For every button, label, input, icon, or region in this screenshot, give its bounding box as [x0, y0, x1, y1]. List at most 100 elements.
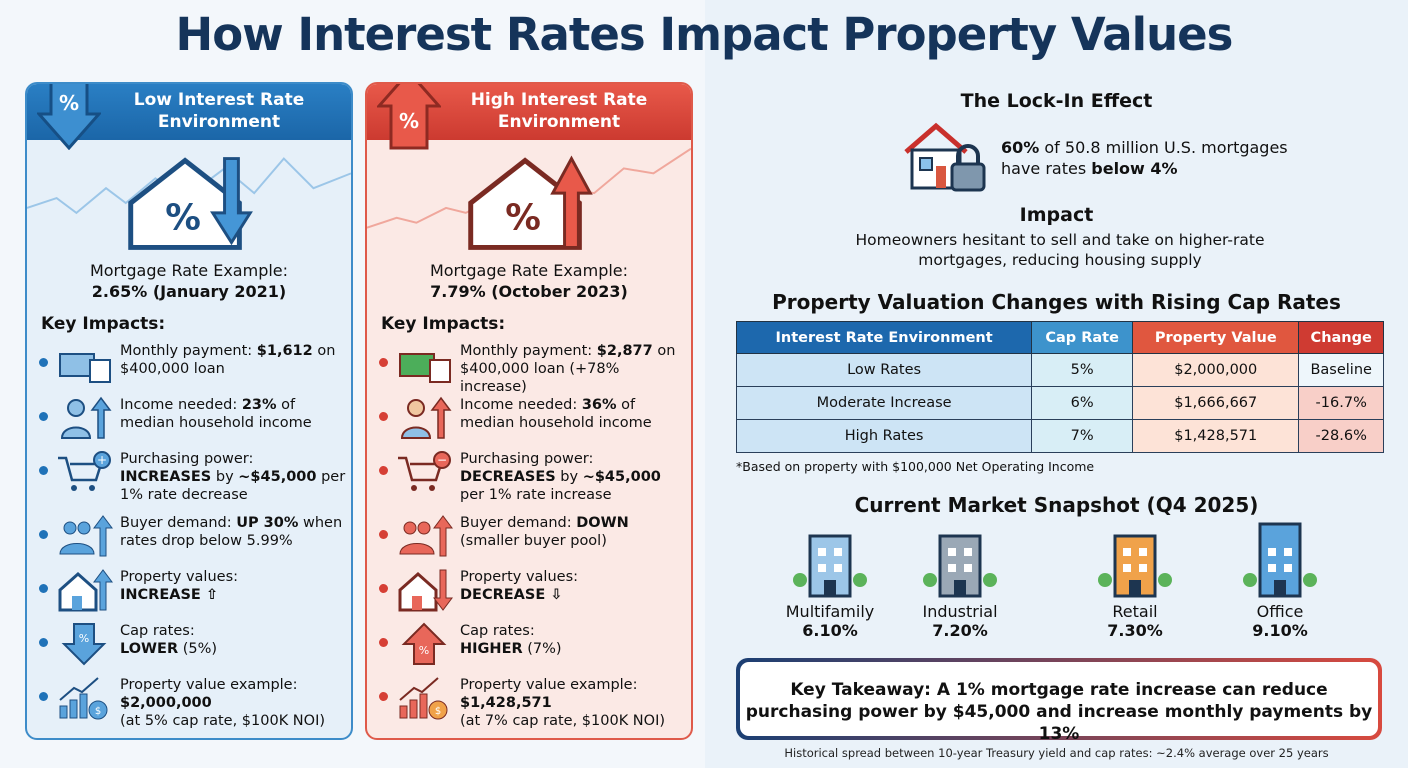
- table-cell: $2,000,000: [1132, 353, 1300, 387]
- table-cell: -28.6%: [1298, 419, 1384, 453]
- svg-text:%: %: [59, 91, 79, 115]
- impact-label: Cap rates:: [120, 623, 195, 639]
- impact-label: Purchasing power:: [120, 451, 254, 467]
- snapshot-title: Current Market Snapshot (Q4 2025): [854, 493, 1259, 517]
- bullet-dot: [39, 584, 48, 593]
- impact-value: $1,428,571: [460, 695, 552, 711]
- impact-text: Income needed: 23% of median household i…: [120, 396, 349, 432]
- impact-label: Property values:: [460, 569, 579, 585]
- impact-text: Monthly payment: $1,612 on $400,000 loan: [120, 342, 349, 378]
- property-type: Retail: [1112, 602, 1158, 621]
- property-type: Multifamily: [785, 602, 875, 621]
- bullet-dot: [379, 692, 388, 701]
- bullet-dot: [39, 358, 48, 367]
- impact-detail: (at 7% cap rate, $100K NOI): [460, 713, 666, 729]
- house-down-arrow-icon: [398, 569, 453, 612]
- impact-detail: on $400,000 loan (+78% increase): [460, 343, 676, 395]
- property-type: Industrial: [922, 602, 998, 621]
- column-header: Change: [1298, 321, 1384, 354]
- snapshot-item: Multifamily 6.10%: [770, 520, 890, 640]
- svg-text:−: −: [437, 453, 447, 467]
- high-rate-panel: % High Interest Rate Environment % Mortg…: [365, 82, 693, 740]
- key-takeaway-box: Key Takeaway: A 1% mortgage rate increas…: [736, 658, 1382, 744]
- group-down-arrow-icon: [399, 515, 453, 557]
- house-percent-down-icon: %: [27, 157, 351, 250]
- house-up-arrow-icon: [58, 569, 113, 612]
- table-row: Moderate Increase 6% $1,666,667 -16.7%: [735, 386, 1384, 420]
- svg-text:%: %: [419, 644, 429, 657]
- house-lock-icon: [904, 122, 986, 192]
- key-takeaway-text: Key Takeaway: A 1% mortgage rate increas…: [740, 662, 1378, 744]
- svg-text:$: $: [95, 706, 101, 717]
- impact-value: $1,612: [256, 343, 313, 359]
- impact-detail: of median household income: [460, 397, 652, 431]
- impact-item: Monthly payment: $2,877 on $400,000 loan…: [379, 342, 689, 396]
- impact-item: Monthly payment: $1,612 on $400,000 loan: [39, 342, 349, 396]
- impact-text: Purchasing power: INCREASES by ~$45,000 …: [120, 450, 349, 504]
- office-tower-icon: [1243, 522, 1317, 598]
- bullet-dot: [379, 466, 388, 475]
- impact-text: Property values: DECREASE ⇩: [460, 568, 578, 604]
- percent-up-arrow-icon: %: [377, 84, 441, 150]
- key-impacts-heading: Key Impacts:: [381, 314, 506, 334]
- impact-detail: by: [555, 469, 583, 485]
- key-impacts-list: Monthly payment: $2,877 on $400,000 loan…: [379, 342, 689, 738]
- table-cell: $1,428,571: [1132, 419, 1300, 453]
- table-footnote: *Based on property with $100,000 Net Ope…: [736, 459, 1095, 474]
- chart-moneybag-icon: $: [399, 677, 448, 720]
- impact-text: Purchasing power: DECREASES by ~$45,000 …: [460, 450, 689, 504]
- impact-text: Property value example: $2,000,000 (at 5…: [120, 676, 325, 730]
- impact-value: 36%: [581, 397, 617, 413]
- money-calendar-icon: [59, 353, 111, 383]
- bullet-dot: [379, 638, 388, 647]
- footer-note: Historical spread between 10-year Treasu…: [784, 746, 1329, 760]
- lock-in-title: The Lock-In Effect: [960, 90, 1153, 112]
- person-up-arrow-icon: [60, 396, 112, 439]
- bullet-dot: [39, 638, 48, 647]
- rate-value: 7.79% (October 2023): [430, 282, 628, 301]
- lock-in-stat: 60% of 50.8 million U.S. mortgages have …: [1001, 137, 1301, 179]
- valuation-table: Interest Rate Environment Cap Rate Propert…: [735, 321, 1384, 453]
- impact-item: Property values: DECREASE ⇩: [379, 568, 689, 622]
- table-header-row: Interest Rate Environment Cap Rate Propert…: [735, 321, 1384, 354]
- group-up-arrow-icon: [59, 515, 113, 557]
- impact-label: Income needed:: [460, 397, 582, 413]
- property-type: Office: [1256, 602, 1304, 621]
- impact-text: Cap rates: LOWER (5%): [120, 622, 217, 658]
- impact-title: Impact: [1019, 204, 1094, 226]
- bullet-dot: [379, 412, 388, 421]
- impact-label: Property value example:: [120, 677, 298, 693]
- bullet-dot: [379, 584, 388, 593]
- impact-detail: (5%): [178, 641, 218, 657]
- table-cell: $1,666,667: [1132, 386, 1300, 420]
- bullet-dot: [39, 692, 48, 701]
- table-cell: Baseline: [1298, 353, 1384, 387]
- impact-label: Purchasing power:: [460, 451, 594, 467]
- impact-value: DECREASES: [460, 469, 556, 485]
- impact-item: − Purchasing power: DECREASES by ~$45,000…: [379, 450, 689, 514]
- impact-text: Monthly payment: $2,877 on $400,000 loan…: [460, 342, 689, 396]
- impact-item: Income needed: 36% of median household i…: [379, 396, 689, 450]
- impact-label: Buyer demand:: [120, 515, 237, 531]
- svg-text:%: %: [165, 198, 201, 239]
- impact-item: % Cap rates: LOWER (5%): [39, 622, 349, 676]
- impact-value: 23%: [241, 397, 277, 413]
- impact-text: Buyer demand: DOWN (smaller buyer pool): [460, 514, 689, 550]
- impact-label: Cap rates:: [460, 623, 535, 639]
- impact-label: Property value example:: [460, 677, 638, 693]
- table-cell: 7%: [1031, 419, 1134, 453]
- impact-value: INCREASE ⇧: [120, 587, 219, 603]
- svg-text:%: %: [399, 109, 419, 133]
- apartment-building-icon: [793, 534, 867, 598]
- impact-value: ~$45,000: [238, 469, 317, 485]
- rate-label: Mortgage Rate Example:: [89, 261, 289, 280]
- impact-detail: (7%): [522, 641, 562, 657]
- cap-rate-value: 9.10%: [1252, 621, 1308, 640]
- person-up-arrow-icon: [400, 396, 452, 439]
- cap-rate-value: 6.10%: [802, 621, 858, 640]
- impact-text: Property values: INCREASE ⇧: [120, 568, 238, 604]
- svg-text:%: %: [79, 632, 89, 645]
- column-header: Property Value: [1132, 321, 1300, 354]
- table-cell: 5%: [1031, 353, 1134, 387]
- impact-item: % Cap rates: HIGHER (7%): [379, 622, 689, 676]
